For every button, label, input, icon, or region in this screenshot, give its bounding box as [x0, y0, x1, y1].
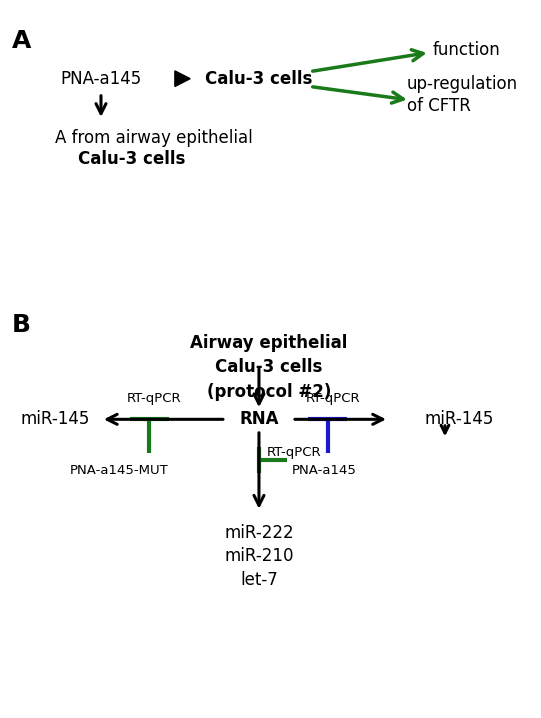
Text: B: B [12, 313, 31, 337]
Text: A: A [12, 29, 31, 53]
Text: RT-qPCR: RT-qPCR [267, 446, 321, 459]
Text: miR-222: miR-222 [224, 524, 294, 542]
Text: PNA-a145-MUT: PNA-a145-MUT [69, 464, 168, 477]
Text: miR-145: miR-145 [21, 410, 90, 429]
Text: A from airway epithelial: A from airway epithelial [55, 129, 253, 146]
Text: Calu-3 cells: Calu-3 cells [205, 70, 313, 88]
Text: RNA: RNA [239, 410, 279, 429]
Text: RT-qPCR: RT-qPCR [306, 392, 360, 405]
Text: miR-210: miR-210 [224, 547, 294, 565]
Text: Airway epithelial
Calu-3 cells
(protocol #2): Airway epithelial Calu-3 cells (protocol… [190, 334, 348, 401]
Text: up-regulation
of CFTR: up-regulation of CFTR [407, 75, 518, 115]
Text: PNA-a145: PNA-a145 [292, 464, 357, 477]
Polygon shape [175, 71, 190, 86]
Text: PNA-a145: PNA-a145 [61, 70, 142, 88]
Text: function: function [432, 42, 500, 60]
Text: Calu-3 cells: Calu-3 cells [55, 150, 186, 168]
Text: miR-145: miR-145 [425, 410, 494, 429]
Text: RT-qPCR: RT-qPCR [127, 392, 182, 405]
Text: let-7: let-7 [240, 572, 278, 589]
